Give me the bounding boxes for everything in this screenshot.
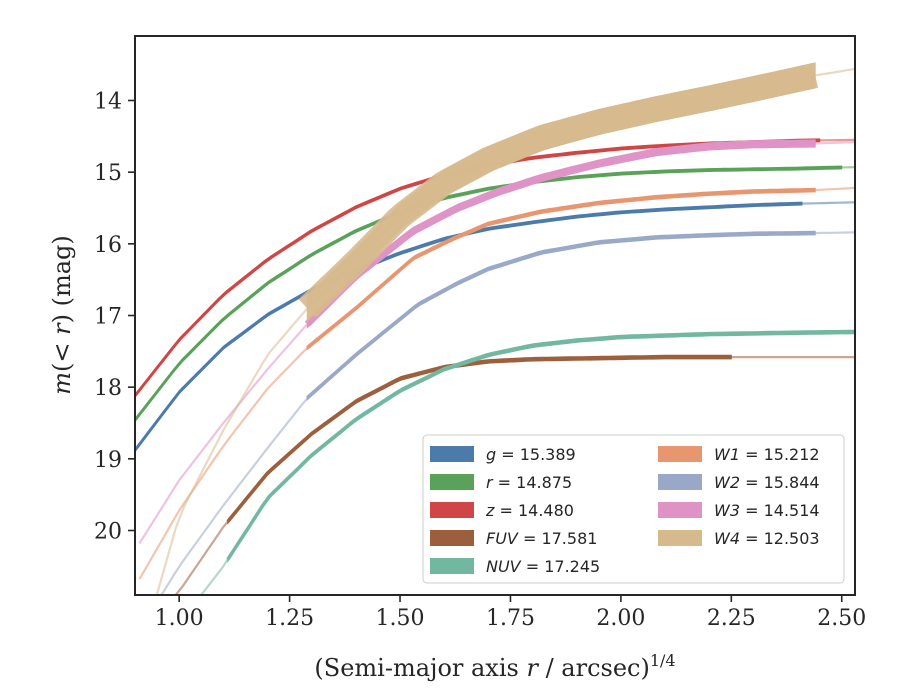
legend-label: NUV = 17.245 (486, 557, 600, 576)
x-tick-label: 2.25 (707, 606, 756, 631)
legend-label: W2 = 15.844 (714, 473, 820, 492)
series-line (304, 139, 816, 327)
series-NUV (199, 329, 855, 595)
y-tick-label: 18 (94, 376, 122, 401)
x-tick-label: 1.75 (486, 606, 535, 631)
series-line (306, 231, 816, 400)
legend-swatch (658, 474, 702, 490)
series-layer (135, 62, 855, 595)
legend-item-NUV: NUV = 17.245 (430, 557, 600, 576)
legend-swatch (430, 502, 474, 518)
series-W1 (138, 186, 855, 580)
legend-swatch (658, 530, 702, 546)
series-W2 (160, 230, 855, 595)
legend-label: r = 14.875 (486, 473, 572, 492)
legend-swatch (430, 558, 474, 574)
series-line (306, 188, 816, 350)
series-FUV (174, 354, 855, 595)
legend-item-W1: W1 = 15.212 (658, 445, 820, 464)
legend-label: FUV = 17.581 (486, 529, 597, 548)
series-r (135, 165, 855, 423)
series-line (226, 330, 855, 561)
series-line (226, 355, 732, 523)
series-W4 (155, 62, 855, 595)
y-tick-label: 19 (94, 448, 122, 473)
series-line (135, 166, 842, 421)
x-tick-label: 1.25 (265, 606, 314, 631)
x-axis-label: (Semi-major axis r / arcsec)1/4 (314, 651, 675, 682)
legend-box (422, 434, 845, 584)
x-tick-label: 1.00 (155, 606, 204, 631)
legend-item-W3: W3 = 14.514 (658, 501, 820, 520)
x-axis: 1.00 1.25 1.50 1.75 2.00 2.25 2.50 (155, 595, 866, 631)
legend-swatch (430, 474, 474, 490)
legend-label: W1 = 15.212 (714, 445, 820, 464)
legend-item-r: r = 14.875 (430, 473, 572, 492)
legend: g = 15.389 r = 14.875 z = 14.480 FUV = 17.5… (422, 434, 845, 584)
legend-item-W2: W2 = 15.844 (658, 473, 820, 492)
series-W3 (138, 139, 855, 544)
legend-item-g: g = 15.389 (430, 445, 576, 464)
y-tick-label: 16 (94, 233, 122, 258)
legend-item-FUV: FUV = 17.581 (430, 529, 597, 548)
y-axis-label: m(< r) (mag) (48, 235, 76, 395)
y-tick-label: 17 (94, 305, 122, 330)
legend-swatch (430, 446, 474, 462)
legend-label: g = 15.389 (486, 445, 576, 464)
y-tick-label: 15 (94, 161, 122, 186)
legend-swatch (658, 446, 702, 462)
legend-label: z = 14.480 (485, 501, 574, 520)
x-tick-label: 2.50 (817, 606, 866, 631)
legend-item-z: z = 14.480 (430, 501, 574, 520)
legend-label: W4 = 12.503 (714, 529, 820, 548)
y-tick-label: 14 (94, 90, 122, 115)
x-tick-label: 2.00 (596, 606, 645, 631)
y-axis: 14 15 16 17 18 19 20 (94, 90, 135, 545)
legend-swatch (430, 530, 474, 546)
x-tick-label: 1.50 (376, 606, 425, 631)
legend-item-W4: W4 = 12.503 (658, 529, 820, 548)
legend-label: W3 = 14.514 (714, 501, 820, 520)
series-line (298, 63, 819, 318)
y-tick-label: 20 (94, 520, 122, 545)
legend-swatch (658, 502, 702, 518)
